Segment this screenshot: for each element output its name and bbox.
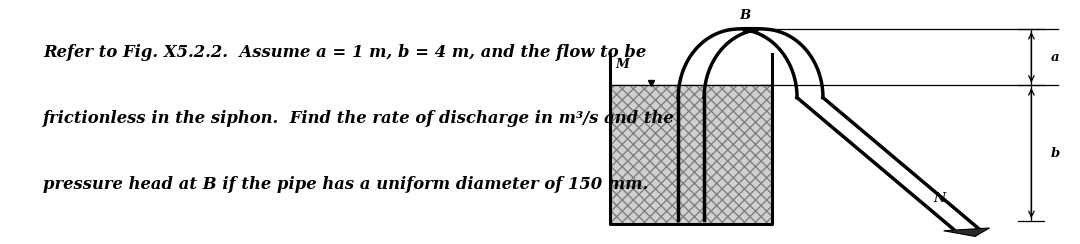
Text: a: a (1051, 51, 1059, 64)
Text: N: N (933, 192, 946, 205)
Polygon shape (610, 85, 772, 224)
Text: Refer to Fig. X5.2.2.  Assume a = 1 m, b = 4 m, and the flow to be: Refer to Fig. X5.2.2. Assume a = 1 m, b … (43, 44, 647, 61)
Text: pressure head at B if the pipe has a uniform diameter of 150 mm.: pressure head at B if the pipe has a uni… (43, 176, 649, 193)
Text: frictionless in the siphon.  Find the rate of discharge in m³/s and the: frictionless in the siphon. Find the rat… (43, 110, 675, 127)
Text: M: M (616, 58, 630, 71)
Text: b: b (1051, 147, 1061, 160)
Polygon shape (944, 228, 989, 236)
Text: B: B (740, 9, 751, 22)
